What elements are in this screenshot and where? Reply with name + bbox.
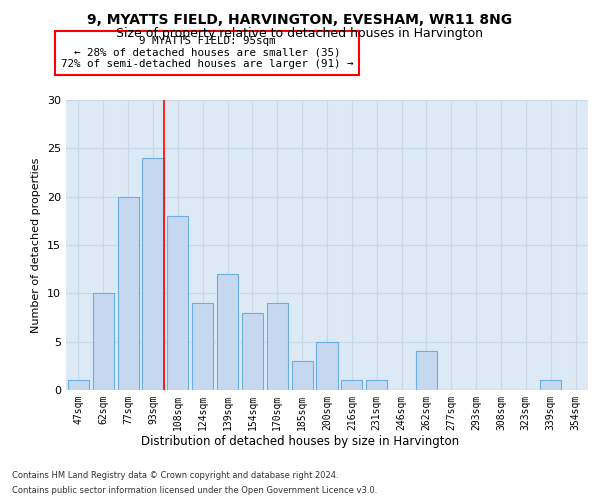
Bar — [68, 380, 89, 390]
Text: 9, MYATTS FIELD, HARVINGTON, EVESHAM, WR11 8NG: 9, MYATTS FIELD, HARVINGTON, EVESHAM, WR… — [88, 12, 512, 26]
Bar — [242, 312, 263, 390]
Bar — [316, 342, 338, 390]
Bar — [341, 380, 362, 390]
Text: Contains HM Land Registry data © Crown copyright and database right 2024.: Contains HM Land Registry data © Crown c… — [12, 471, 338, 480]
Text: Size of property relative to detached houses in Harvington: Size of property relative to detached ho… — [116, 28, 484, 40]
Bar — [167, 216, 188, 390]
Text: 9 MYATTS FIELD: 95sqm
← 28% of detached houses are smaller (35)
72% of semi-deta: 9 MYATTS FIELD: 95sqm ← 28% of detached … — [61, 36, 353, 70]
Y-axis label: Number of detached properties: Number of detached properties — [31, 158, 41, 332]
Bar — [540, 380, 561, 390]
Bar — [366, 380, 387, 390]
Bar — [416, 352, 437, 390]
Bar — [292, 361, 313, 390]
Bar — [118, 196, 139, 390]
Bar — [217, 274, 238, 390]
Bar — [93, 294, 114, 390]
Bar — [192, 303, 213, 390]
Bar — [267, 303, 288, 390]
Text: Contains public sector information licensed under the Open Government Licence v3: Contains public sector information licen… — [12, 486, 377, 495]
Text: Distribution of detached houses by size in Harvington: Distribution of detached houses by size … — [141, 435, 459, 448]
Bar — [142, 158, 164, 390]
